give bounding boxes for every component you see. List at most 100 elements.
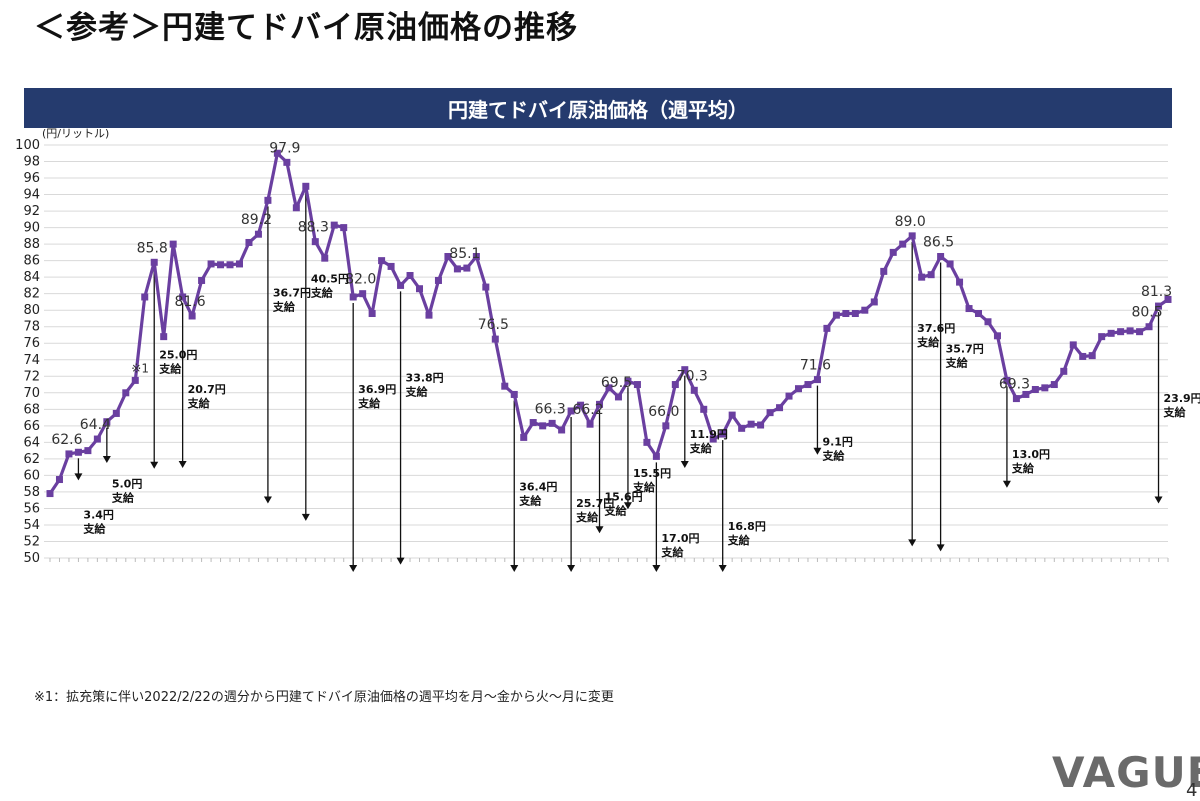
y-tick-label: 58 (23, 485, 40, 500)
subsidy-arrowhead (652, 565, 661, 572)
price-point (141, 293, 149, 301)
subsidy-label: 25.7円支給 (575, 497, 614, 524)
price-point (671, 381, 679, 389)
price-point (1003, 376, 1011, 384)
price-point (1069, 341, 1077, 349)
y-tick-label: 82 (23, 287, 40, 302)
price-point (1050, 381, 1058, 389)
price-point (340, 224, 348, 232)
value-label: 80.5 (1131, 305, 1162, 321)
price-point (378, 257, 386, 265)
value-label: 69.3 (999, 377, 1030, 393)
price-point (65, 450, 73, 458)
price-point (321, 254, 329, 262)
price-point (235, 260, 243, 268)
price-point (539, 422, 547, 430)
price-point (1041, 384, 1049, 392)
price-point (633, 381, 641, 389)
price-point (264, 196, 272, 204)
price-point (245, 238, 253, 246)
subsidy-label: 3.4円支給 (82, 508, 114, 535)
price-point (226, 261, 234, 269)
price-point (614, 393, 622, 401)
price-point (927, 271, 935, 279)
price-point (529, 419, 537, 427)
y-tick-label: 96 (23, 171, 40, 186)
price-point (283, 158, 291, 166)
price-point (776, 404, 784, 412)
y-tick-label: 80 (23, 303, 40, 318)
price-point (1136, 328, 1144, 336)
subsidy-arrowhead (936, 544, 945, 552)
price-point (1164, 295, 1172, 303)
subsidy-arrowhead (349, 565, 358, 572)
price-point (804, 381, 812, 389)
price-point (1145, 323, 1153, 331)
value-label: 89.0 (895, 214, 926, 230)
price-point (273, 149, 281, 157)
subsidy-arrows (74, 192, 1163, 572)
subsidy-label: 20.7円支給 (187, 383, 226, 410)
value-label: 81.6 (175, 294, 206, 310)
price-point (662, 422, 670, 430)
value-label: 70.3 (677, 368, 708, 384)
price-point (453, 265, 461, 273)
price-point (1098, 333, 1106, 341)
subsidy-arrowhead (301, 513, 310, 521)
price-point (596, 400, 604, 408)
subsidy-label: 36.7円支給 (272, 286, 311, 313)
y-tick-label: 84 (23, 270, 40, 285)
price-point (510, 390, 518, 398)
price-point (870, 298, 878, 306)
page-title: ＜参考＞円建てドバイ原油価格の推移 (34, 10, 578, 46)
price-point (577, 401, 585, 409)
subsidy-label: 33.8円支給 (405, 371, 444, 398)
y-tick-label: 60 (23, 468, 40, 483)
price-point (93, 435, 101, 443)
subsidy-arrowhead (74, 473, 83, 481)
y-tick-label: 86 (23, 254, 40, 269)
value-label: 85.1 (449, 246, 480, 262)
y-tick-label: 52 (23, 534, 40, 549)
subsidy-label: 35.7円支給 (945, 343, 984, 370)
price-point (965, 305, 973, 313)
subsidy-label: 37.6円支給 (916, 322, 955, 349)
subsidy-label: 16.8円支給 (727, 520, 766, 547)
price-point (757, 421, 765, 429)
value-label: 76.5 (478, 317, 509, 333)
price-point (832, 311, 840, 319)
price-point (766, 409, 774, 417)
price-point (880, 267, 888, 275)
y-tick-label: 62 (23, 452, 40, 467)
value-label: 66.2 (572, 402, 603, 418)
y-tick-label: 68 (23, 402, 40, 417)
price-point (946, 260, 954, 268)
price-point (861, 306, 869, 314)
price-point (444, 253, 452, 261)
value-label: 64.4 (80, 417, 111, 433)
price-point (956, 278, 964, 286)
price-point (567, 407, 575, 415)
value-label: 82.0 (345, 272, 376, 288)
y-axis-unit-label: (円/リットル) (42, 127, 109, 140)
subsidy-arrowhead (178, 460, 187, 468)
price-point (652, 452, 660, 460)
y-tick-label: 98 (23, 155, 40, 170)
subsidy-arrowhead (510, 565, 519, 572)
price-point (937, 253, 945, 261)
y-tick-label: 92 (23, 204, 40, 219)
subsidy-label: 13.0円支給 (1011, 448, 1050, 475)
price-point (501, 382, 509, 390)
price-point (1117, 328, 1125, 336)
y-tick-label: 100 (15, 138, 40, 153)
price-point (785, 392, 793, 400)
price-point (349, 293, 357, 301)
price-point (482, 283, 490, 291)
subsidy-label: 36.9円支給 (357, 383, 396, 410)
value-label: 88.3 (298, 220, 329, 236)
y-tick-label: 50 (23, 551, 40, 566)
subsidy-arrowhead (595, 526, 604, 534)
price-point (899, 240, 907, 248)
price-point (472, 253, 480, 261)
